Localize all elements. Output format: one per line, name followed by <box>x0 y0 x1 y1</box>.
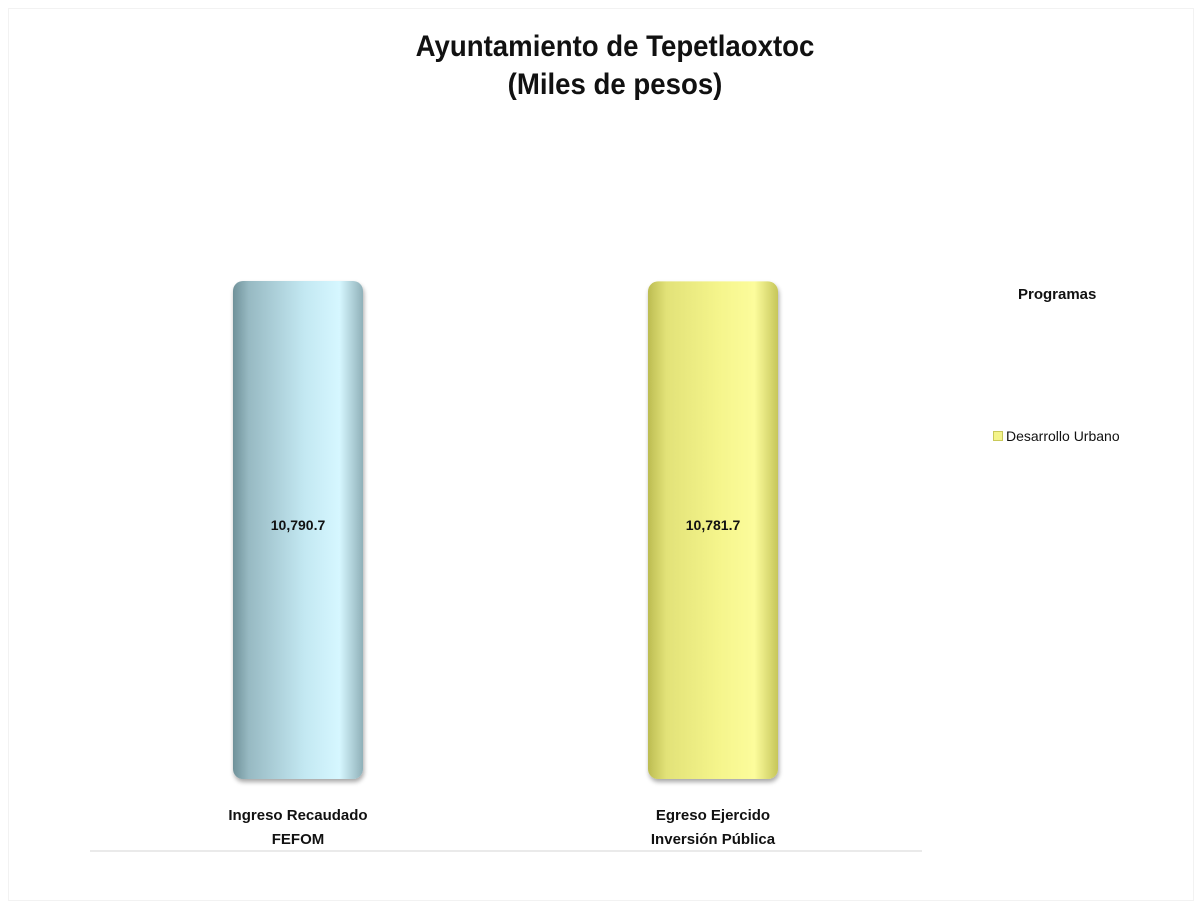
bar-1[interactable] <box>233 281 363 779</box>
chart-title-line-1: Ayuntamiento de Tepetlaoxtoc <box>415 30 815 63</box>
category-label-2-line-2: Inversión Pública <box>651 831 776 848</box>
data-label-1: 10,790.7 <box>271 517 326 533</box>
legend-item-desarrollo-urbano[interactable]: Desarrollo Urbano <box>993 428 1120 444</box>
chart-title: Ayuntamiento de Tepetlaoxtoc (Miles de p… <box>49 28 1181 104</box>
bars-layer <box>233 281 778 779</box>
category-label-2-line-1: Egreso Ejercido <box>656 807 770 824</box>
legend-title: Programas <box>1018 286 1097 303</box>
chart-title-line-2: (Miles de pesos) <box>507 68 723 101</box>
data-label-2: 10,781.7 <box>686 517 741 533</box>
category-label-1-line-2: FEFOM <box>272 831 325 848</box>
chart-frame <box>8 8 1194 901</box>
legend-swatch <box>993 431 1003 441</box>
labels-layer: 10,790.7 Ingreso Recaudado FEFOM 10,781.7 Eg… <box>228 517 775 848</box>
bar-2[interactable] <box>648 281 778 779</box>
category-label-1-line-1: Ingreso Recaudado <box>228 807 367 824</box>
legend-item-label: Desarrollo Urbano <box>1006 428 1120 444</box>
